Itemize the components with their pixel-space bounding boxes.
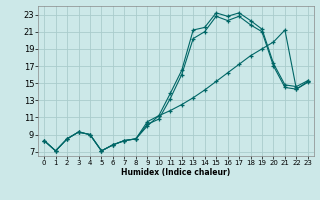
X-axis label: Humidex (Indice chaleur): Humidex (Indice chaleur) (121, 168, 231, 177)
